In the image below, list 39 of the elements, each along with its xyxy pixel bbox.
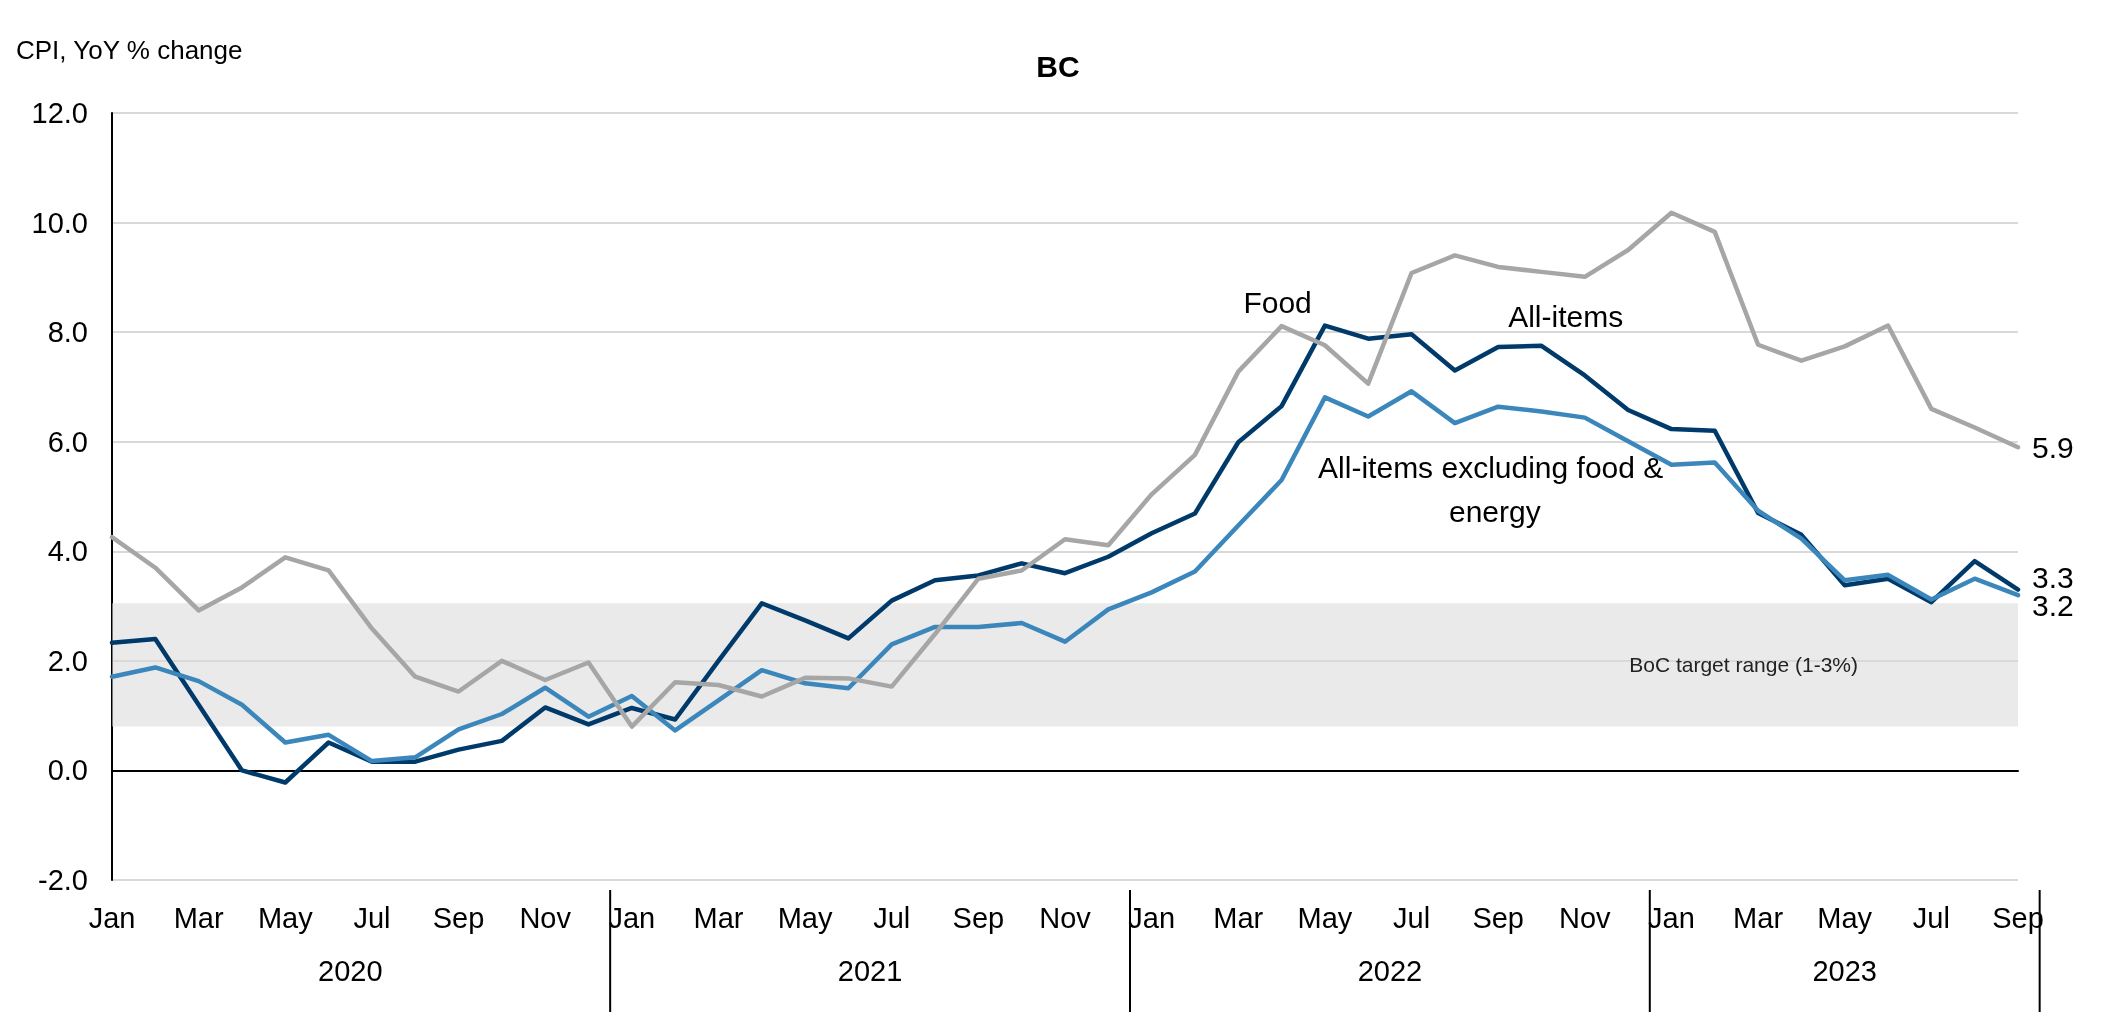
x-tick-label: Nov [519, 902, 572, 934]
series-label: All-items excluding food & energy [1318, 450, 1672, 528]
x-tick-label: Jul [1393, 902, 1431, 934]
x-tick-label: May [777, 902, 833, 934]
x-tick-label: Jul [873, 902, 911, 934]
y-tick-label: 0.0 [47, 754, 88, 787]
x-tick-label: Jan [1128, 902, 1176, 934]
x-tick-label: May [1297, 902, 1353, 934]
band-label: BoC target range (1-3%) [1629, 653, 1858, 677]
series-label: All-items [1508, 300, 1624, 334]
x-tick-label: Mar [173, 902, 224, 934]
data-label: 5.9 [2032, 430, 2074, 464]
x-tick-label: Mar [1733, 902, 1784, 934]
x-tick-label: Sep [952, 902, 1005, 934]
x-tick-label: Jul [353, 902, 391, 934]
y-tick-label: 12.0 [31, 97, 88, 129]
x-tick-label: Mar [1213, 902, 1264, 934]
y-axis-title: CPI, YoY % change [16, 35, 243, 65]
x-tick-label: Mar [693, 902, 744, 934]
y-tick-label: 2.0 [47, 644, 88, 677]
text: 2023 [1812, 955, 1877, 987]
y-tick-label: 10.0 [31, 206, 88, 239]
x-tick-label: May [257, 902, 314, 934]
series-label: Food [1243, 285, 1312, 319]
y-tick-label: 4.0 [47, 535, 88, 568]
x-tick-label: Nov [1039, 902, 1092, 934]
chart-title: BC [1036, 49, 1080, 83]
text: 2020 [317, 955, 383, 987]
x-tick-label: May [1817, 902, 1873, 934]
x-tick-label: Jul [1912, 902, 1950, 934]
text: 2021 [837, 955, 903, 987]
x-tick-label: Jan [88, 902, 136, 934]
x-tick-label: Sep [432, 902, 485, 934]
x-tick-label: Sep [1472, 902, 1524, 934]
y-tick-label: -2.0 [38, 864, 88, 896]
y-tick-label: 6.0 [47, 425, 88, 458]
y-tick-label: 8.0 [47, 316, 88, 349]
text: 2022 [1357, 955, 1423, 987]
x-tick-label: Nov [1559, 902, 1612, 934]
